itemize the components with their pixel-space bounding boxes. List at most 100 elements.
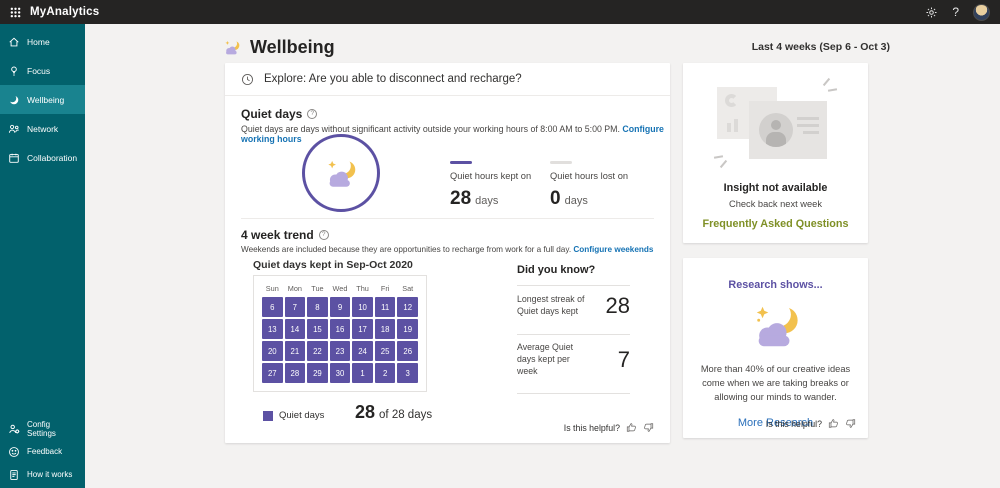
kept-dash [450,161,472,164]
calendar-day-cell: 17 [352,319,373,339]
calendar-weekday-label: Sat [402,284,414,293]
page-header: Wellbeing [222,32,335,62]
calendar-day-cell: 23 [329,341,351,361]
sidebar-footer: Config Settings Feedback How it works [0,417,85,488]
thumbs-down-icon[interactable] [845,418,856,429]
explore-row[interactable]: Explore: Are you able to disconnect and … [225,63,670,96]
calendar-day-cell: 24 [352,341,373,361]
helpful-row: Is this helpful? [564,422,654,433]
sidebar-item-label: Wellbeing [27,94,65,105]
calendar-day-cell: 28 [284,363,306,383]
quiet-days-description: Quiet days are days without significant … [241,124,664,144]
fact-longest-streak: Longest streak of Quiet days kept 28 [517,286,630,325]
sidebar-item-home[interactable]: Home [0,27,85,56]
faq-link[interactable]: Frequently Asked Questions [702,218,849,230]
calendar-day-cell: 13 [262,319,283,339]
sidebar-item-label: Home [27,36,50,47]
help-icon[interactable]: ? [952,5,959,19]
topbar-actions: ? [925,3,990,21]
research-title: Research shows... [728,279,823,291]
divider [517,334,630,335]
calendar-day-cell: 1 [352,363,373,383]
helpful-row: Is this helpful? [766,418,856,429]
stat-quiet-hours-kept: Quiet hours kept on 28 days [450,161,545,210]
calendar-day-cell: 19 [397,319,418,339]
quiet-days-help-icon[interactable]: ? [307,109,318,119]
summary-value: 28 [355,402,376,422]
fact-label: Average Quiet days kept per week [517,342,574,376]
sidebar-item-collaboration[interactable]: Collaboration [0,143,85,172]
insight-title: Insight not available [723,182,828,194]
insight-card: Insight not available Check back next we… [683,63,868,243]
research-card: Research shows... More than 40% of our c… [683,258,868,438]
sidebar-item-how-it-works[interactable]: How it works [0,463,85,486]
calendar-day-cell: 29 [307,363,328,383]
smiley-icon [9,446,19,457]
moon-icon [9,95,19,104]
app-launcher-waffle-icon[interactable] [10,7,21,18]
calendar-weekday-label: Fri [380,284,390,293]
main-content: Wellbeing Last 4 weeks (Sep 6 - Oct 3) E… [85,24,1000,488]
did-you-know-title: Did you know? [517,264,596,276]
stat-value: 0 [550,188,561,209]
thumbs-up-icon[interactable] [828,418,839,429]
quiet-days-section-title: Quiet days ? [241,107,318,121]
calendar-day-cell: 22 [307,341,328,361]
user-avatar[interactable] [973,3,990,21]
explore-question: Explore: Are you able to disconnect and … [264,73,522,85]
calendar-day-cell: 3 [397,363,418,383]
insight-subtitle: Check back next week [728,199,822,209]
calendar-day-cell: 7 [284,297,306,317]
sidebar-item-feedback[interactable]: Feedback [0,440,85,463]
calendar-day-cell: 27 [262,363,283,383]
helpful-label: Is this helpful? [563,422,620,433]
section-divider [241,218,654,219]
thumbs-down-icon[interactable] [643,422,654,433]
trend-section-title: 4 week trend ? [241,228,329,242]
sidebar-item-focus[interactable]: Focus [0,56,85,85]
calendar-grid: 6 7 8 9 10 11 12 13 14 15 16 17 18 19 20 21 22 23 24 25 26 27… [262,297,418,383]
trend-help-icon[interactable]: ? [318,230,329,240]
moon-cloud-icon [328,160,356,187]
research-text: More than 40% of our creative ideas come… [700,364,851,402]
sidebar-item-network[interactable]: Network [0,114,85,143]
insight-unavailable-illustration [713,77,837,169]
fact-label: Longest streak of Quiet days kept [517,294,585,316]
sidebar-item-wellbeing[interactable]: Wellbeing [0,85,85,114]
legend-label: Quiet days [279,410,325,421]
document-icon [10,469,18,480]
trend-description: Weekends are included because they are o… [241,245,654,254]
calendar-day-cell: 20 [262,341,283,361]
quiet-days-ring-illustration [302,134,380,212]
sidebar-item-config-settings[interactable]: Config Settings [0,417,85,440]
configure-weekends-link[interactable]: Configure weekends [573,245,654,254]
quiet-days-summary: 28 of 28 days [355,402,432,423]
thumbs-up-icon[interactable] [626,422,637,433]
more-research-link[interactable]: More Research [737,416,814,429]
summary-suffix: of 28 days [379,409,433,421]
stat-unit: days [475,195,499,207]
settings-gear-icon[interactable] [925,6,938,19]
sidebar-nav: Home Focus Wellbeing Netw [0,24,85,172]
configure-working-hours-link[interactable]: Configure working hours [241,124,664,144]
clock-icon [242,73,253,85]
did-you-know-panel: Did you know? Longest streak of Quiet da… [517,264,630,394]
fact-value: 7 [617,346,630,372]
stat-label: Quiet hours lost on [550,171,629,181]
stat-unit: days [564,195,588,207]
fact-average-per-week: Average Quiet days kept per week 7 [517,335,630,384]
divider [517,392,630,394]
calendar-weekday-label: Thu [356,284,369,293]
calendar-day-cell: 30 [329,363,351,383]
calendar-day-cell: 9 [329,297,351,317]
calendar-weekday-label: Mon [287,284,302,293]
page-title: Wellbeing [250,36,335,57]
calendar-day-cell: 14 [284,319,306,339]
sidebar-item-label: Focus [27,65,51,76]
topbar: MyAnalytics ? [0,0,1000,24]
calendar-day-cell: 15 [307,319,328,339]
lost-dash [550,161,572,164]
calendar-day-cell: 11 [374,297,396,317]
sidebar-item-label: Config Settings [27,419,56,438]
